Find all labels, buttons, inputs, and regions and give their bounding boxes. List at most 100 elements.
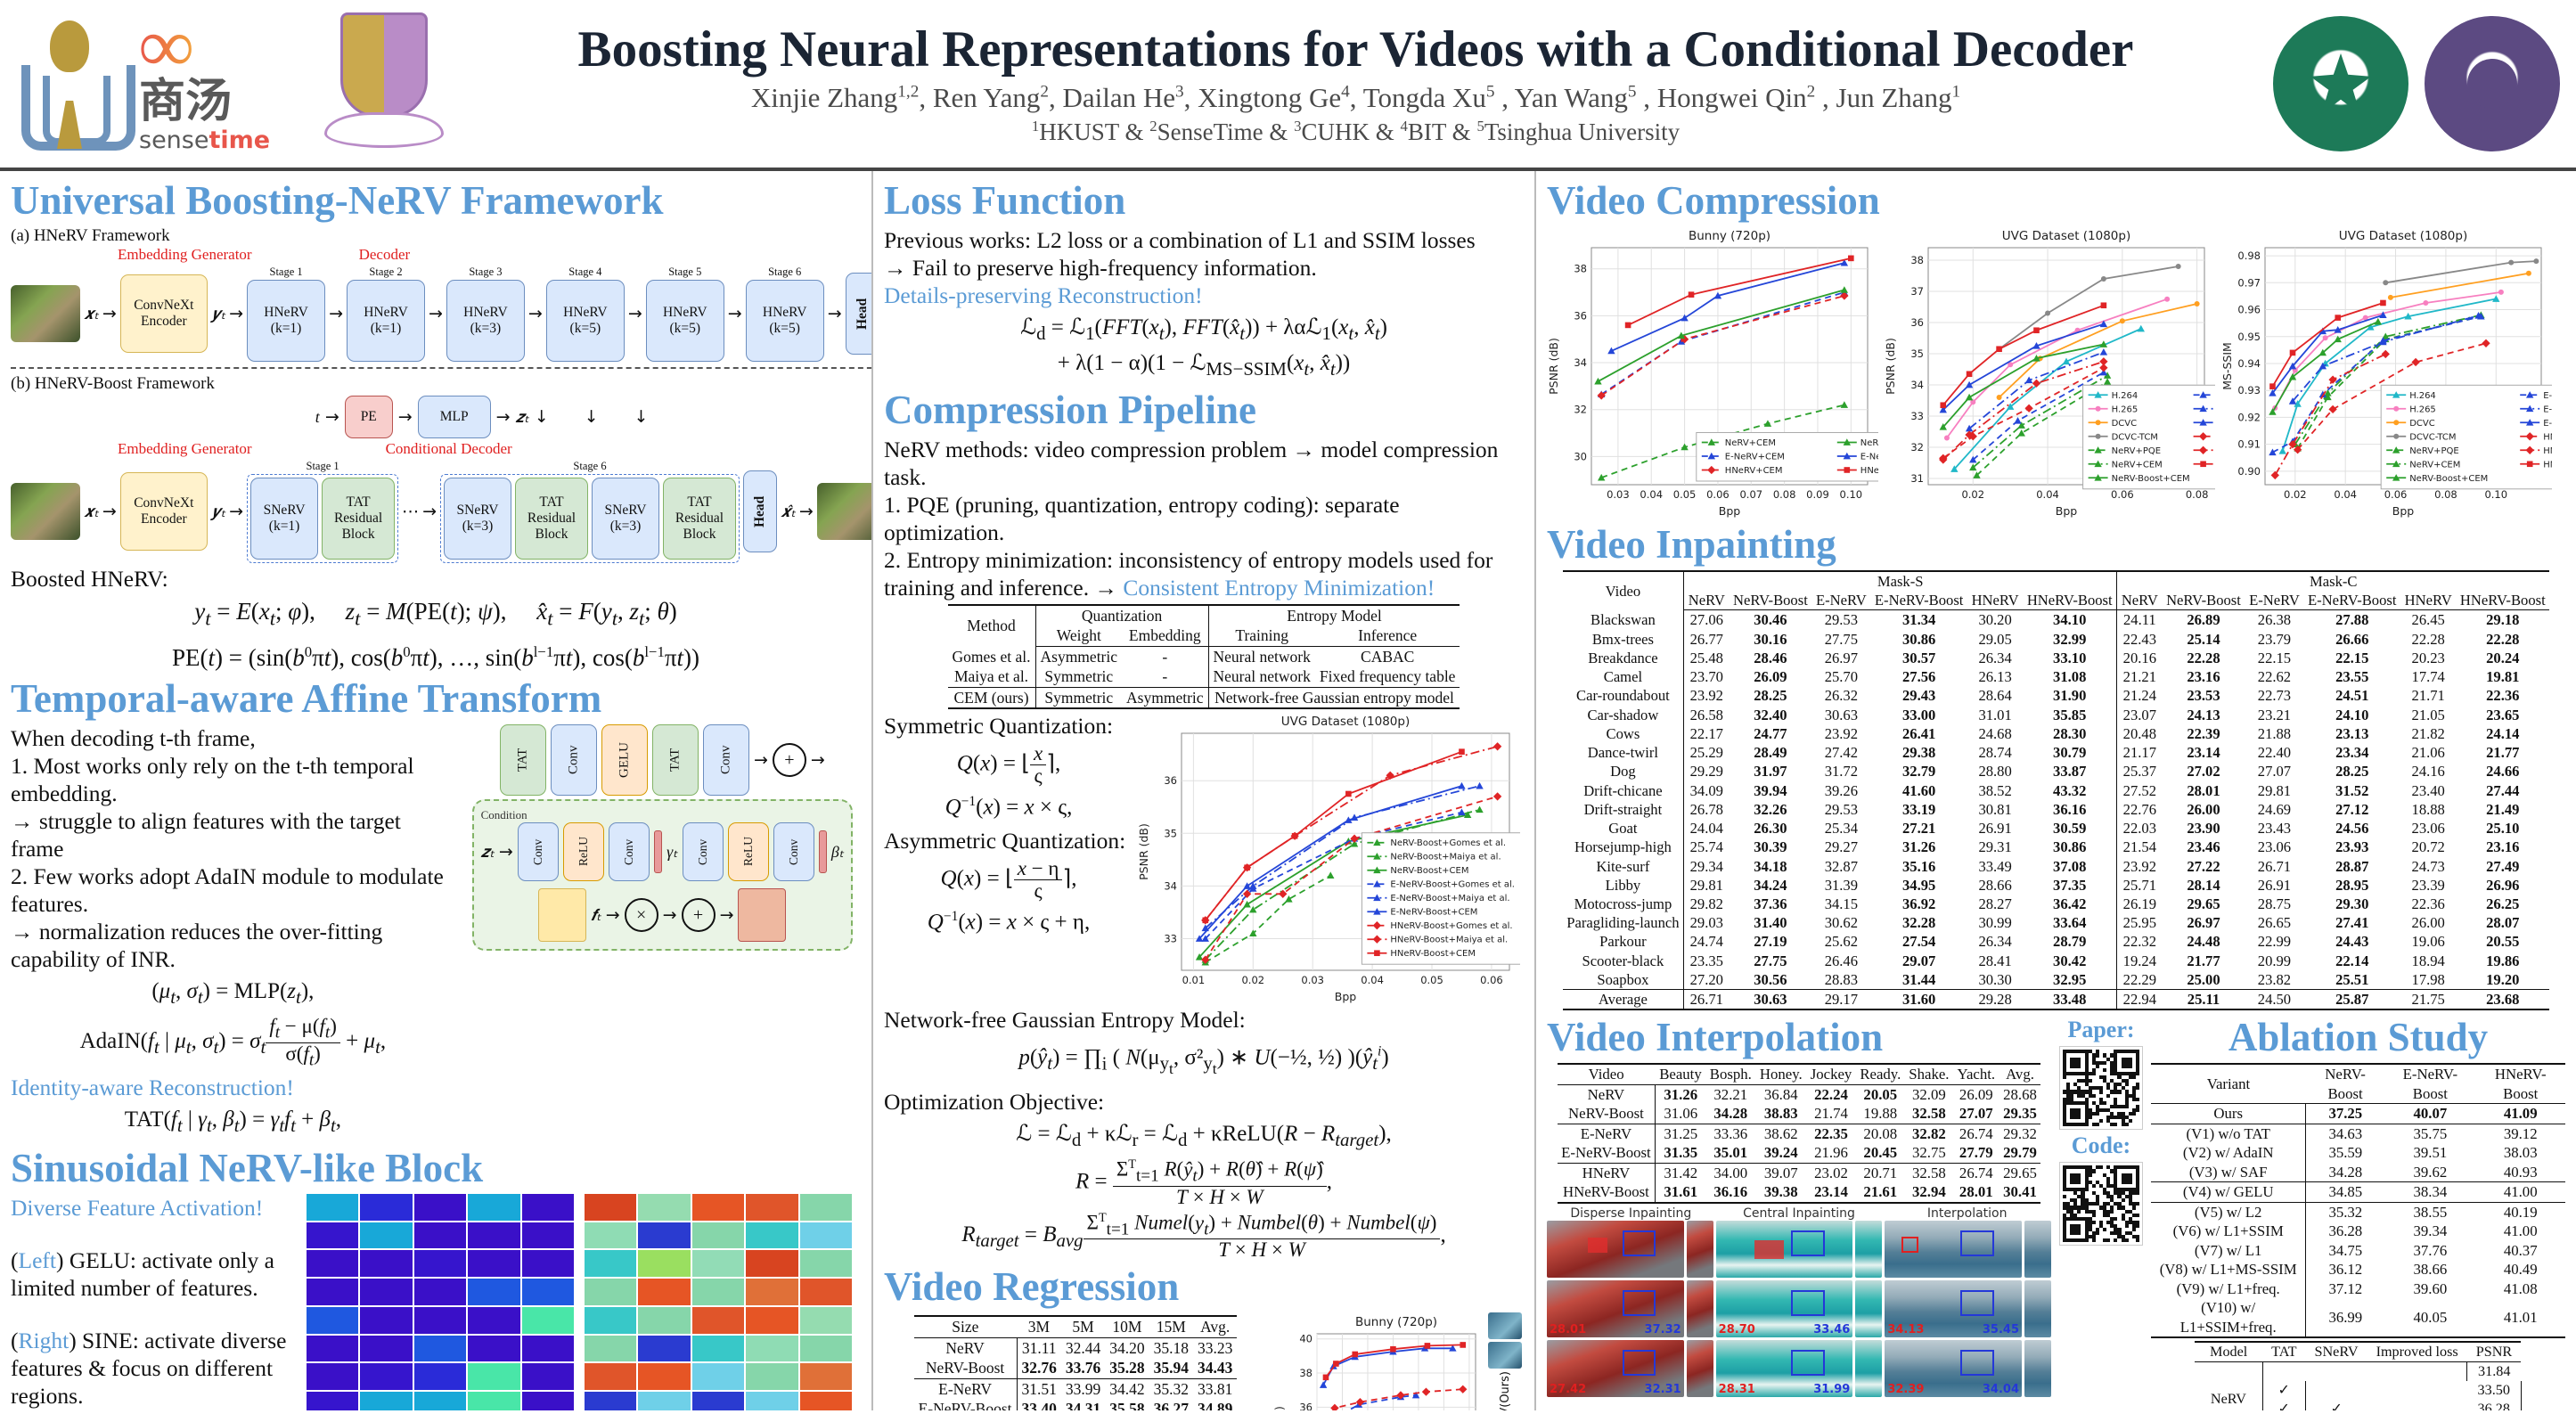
table-row: ✓ 33.50 [2195, 1380, 2522, 1400]
svg-text:36: 36 [1910, 316, 1924, 329]
stage6-group: SNeRV (k=3) TAT Residual Block SNeRV (k=… [440, 474, 740, 563]
affiliations: 1HKUST & 2SenseTime & 3CUHK & 4BIT & 5Ts… [1031, 118, 1681, 145]
svg-text:PSNR (dB): PSNR (dB) [1884, 338, 1897, 395]
conv-box: Conv [682, 822, 724, 882]
output-frame-thumbnail [816, 483, 871, 540]
svg-text:NeRV-Boost+CEM: NeRV-Boost+CEM [1390, 866, 1468, 876]
column-divider [871, 171, 873, 1410]
svg-text:Bpp: Bpp [1335, 990, 1357, 1003]
tat-residual-box: TAT Residual Block [322, 478, 396, 560]
add-node: + [681, 898, 716, 933]
bunny-encoding-chart: 303234363840024681012Bunny (720p)Encodin… [1272, 1315, 1476, 1410]
svg-text:UVG Dataset (1080p): UVG Dataset (1080p) [2339, 229, 2468, 243]
objective-eq-1: ℒ = ℒd + κℒr = ℒd + κReLU(R − Rtarget), [1016, 1122, 1392, 1151]
snerv-box: SNeRV (k=3) [444, 478, 511, 560]
regression-qualitative-strip: (a) HNeRV(Ours) (b) HNeRV [1487, 1312, 1524, 1410]
ours-result-boat: 34.13 35.45 [1885, 1279, 2023, 1337]
svg-text:NeRV+CEM: NeRV+CEM [2112, 460, 2163, 470]
svg-text:0.92: 0.92 [2237, 411, 2261, 423]
svg-text:0.08: 0.08 [2186, 488, 2209, 501]
svg-text:0.09: 0.09 [1806, 488, 1829, 501]
input-frame-thumbnail [11, 483, 80, 540]
table-row: Scooter-black 23.35 27.75 26.46 29.07 28.41 30… [1562, 951, 2550, 970]
svg-text:HNeRV+CEM: HNeRV+CEM [2543, 446, 2552, 456]
table-row: (V7) w/ L1 34.75 37.76 40.37 [2151, 1240, 2565, 1261]
svg-text:0.01: 0.01 [1182, 974, 1206, 986]
svg-text:0.08: 0.08 [1773, 488, 1796, 501]
diverse-activation-tagline: Diverse Feature Activation! [11, 1194, 264, 1221]
relu-box: ReLU [562, 822, 604, 882]
svg-text:0.96: 0.96 [2237, 304, 2261, 316]
table-row: (V1) w/o TAT 34.63 35.75 39.12 [2151, 1123, 2565, 1144]
table-row: NeRV-Boost 32.76 33.76 35.28 35.94 34.43 [913, 1358, 1238, 1379]
video-frame-thumb [1488, 1342, 1523, 1369]
table-row: Gomes et al. Asymmetric - Neural network CAB… [947, 646, 1460, 667]
table-row: Car-shadow 26.58 32.40 30.63 33.00 31.01 35.85… [1562, 705, 2550, 724]
svg-text:35: 35 [1910, 347, 1924, 360]
code-label: Code: [2071, 1132, 2131, 1159]
svg-text:Bpp: Bpp [1719, 504, 1741, 518]
hnerv-stage-box: HNeRV (k=3) [446, 280, 525, 362]
svg-text:E-NeRV-Boost+CEM: E-NeRV-Boost+CEM [1390, 908, 1477, 918]
tat-residual-box: TAT Residual Block [663, 478, 736, 560]
gaussian-entropy-eq: p(ŷt) = ∏i ( N(μyt, σ²yt) ∗ U(−½, ½) )(ŷ… [1018, 1043, 1389, 1078]
table-row: (V5) w/ L2 35.32 38.55 40.19 [2151, 1201, 2565, 1222]
table-row: Breakdance 25.48 28.46 26.97 30.57 26.34 33.10… [1562, 648, 2550, 668]
svg-text:Bpp: Bpp [2392, 504, 2415, 518]
svg-text:NeRV-Boost+CEM: NeRV-Boost+CEM [2112, 474, 2190, 484]
table-row: CEM (ours) Symmetric Asymmetric Network-fre… [947, 686, 1460, 708]
svg-text:0.90: 0.90 [2237, 465, 2261, 478]
uvg-msssim-chart: 0.90 0.91 0.92 0.93 0.94 0.95 0.96 0.97 0.98 0.02… [2220, 229, 2552, 518]
tat-residual-box: TAT Residual Block [515, 478, 588, 560]
svg-text:NeRV-Boost+Maiya et al.: NeRV-Boost+Maiya et al. [1390, 853, 1501, 862]
svg-text:34: 34 [1910, 379, 1924, 391]
svg-text:NeRV+PQE: NeRV+PQE [2112, 446, 2161, 456]
table-row: Dance-twirl 25.29 28.49 27.42 29.38 28.74 30.7… [1562, 743, 2550, 763]
header: ∞ 商汤 sensetime Boosting Neural Represent… [0, 0, 2576, 171]
svg-text:E-NeRV-Boost+CEM: E-NeRV-Boost+CEM [1860, 452, 1878, 462]
table-row: (V8) w/ L1+MS-SSIM 36.12 38.66 40.49 [2151, 1260, 2565, 1279]
regression-size-table: Size 3M 5M 10M 15M Avg. NeRV 31.11 32.44 34.20 35.… [884, 1315, 1267, 1410]
svg-text:HNeRV-Boost+CEM: HNeRV-Boost+CEM [1860, 466, 1878, 476]
svg-text:0.94: 0.94 [2237, 357, 2261, 370]
relu-box: ReLU [727, 822, 769, 882]
hnerv-stage-box: HNeRV (k=5) [545, 280, 625, 362]
table-row: NeRV 31.84 [2195, 1361, 2521, 1410]
svg-text:0.05: 0.05 [1420, 974, 1443, 986]
paper-qr-code [2059, 1046, 2143, 1131]
svg-text:0.05: 0.05 [1673, 488, 1697, 501]
svg-text:HNeRV-Boost+Gomes et al.: HNeRV-Boost+Gomes et al. [1390, 921, 1512, 931]
section-title-inpainting: Video Inpainting [1547, 522, 1836, 567]
tat-eq-mlp: (μt, σt) = MLP(zt), [151, 979, 315, 1009]
sine-note: (Right) SINE: activate diverse features … [11, 1327, 287, 1409]
table-row: Libby 29.81 34.24 31.39 34.95 28.66 37.35 25.71… [1562, 875, 2550, 895]
svg-text:36: 36 [1164, 774, 1177, 787]
table-row: Camel 23.70 26.09 25.70 27.56 26.13 31.08 21.21… [1562, 667, 2550, 687]
left-column: Universal Boosting-NeRV Framework (a) HN… [0, 171, 871, 1410]
table-row: E-NeRV-Boost 31.35 35.01 39.24 21.96 20.45 32.… [1557, 1143, 2041, 1164]
baseline-result-car: 27.42 32.31 [1547, 1339, 1684, 1397]
add-node: + [772, 743, 806, 778]
multiply-node: × [624, 898, 658, 933]
svg-text:NeRV-Boost+CEM: NeRV-Boost+CEM [2409, 474, 2488, 484]
hkust-logo-icon [16, 17, 135, 151]
svg-text:HNeRV-Boost+Maiya et al.: HNeRV-Boost+Maiya et al. [1390, 936, 1508, 945]
svg-text:0.06: 0.06 [1706, 488, 1730, 501]
table-row: Parkour 24.74 27.19 25.62 27.54 26.34 28.79 22.… [1562, 932, 2550, 952]
section-title-sine: Sinusoidal NeRV-like Block [11, 1145, 484, 1190]
svg-text:NeRV+CEM: NeRV+CEM [2409, 460, 2460, 470]
hnerv-stage-box: HNeRV (k=5) [745, 280, 824, 362]
hnerv-stage-box: HNeRV (k=1) [247, 280, 326, 362]
masked-input-surf [1715, 1220, 1853, 1278]
svg-text:0.10: 0.10 [1840, 488, 1863, 501]
table-row: (V6) w/ L1+SSIM 36.28 39.34 41.00 [2151, 1222, 2565, 1241]
section-title-compression: Compression Pipeline [884, 388, 1256, 432]
pe-box: PE [344, 396, 393, 438]
svg-text:0.04: 0.04 [1640, 488, 1663, 501]
sine-featuremap-grid [585, 1193, 852, 1410]
svg-text:33: 33 [1910, 410, 1924, 422]
convnext-encoder-box: ConvNeXt Encoder [119, 472, 208, 551]
right-column: Video Compression 30 32 34 36 38 0.03 0.04 0.05… [1536, 171, 2576, 1410]
svg-text:0.03: 0.03 [1607, 488, 1630, 501]
